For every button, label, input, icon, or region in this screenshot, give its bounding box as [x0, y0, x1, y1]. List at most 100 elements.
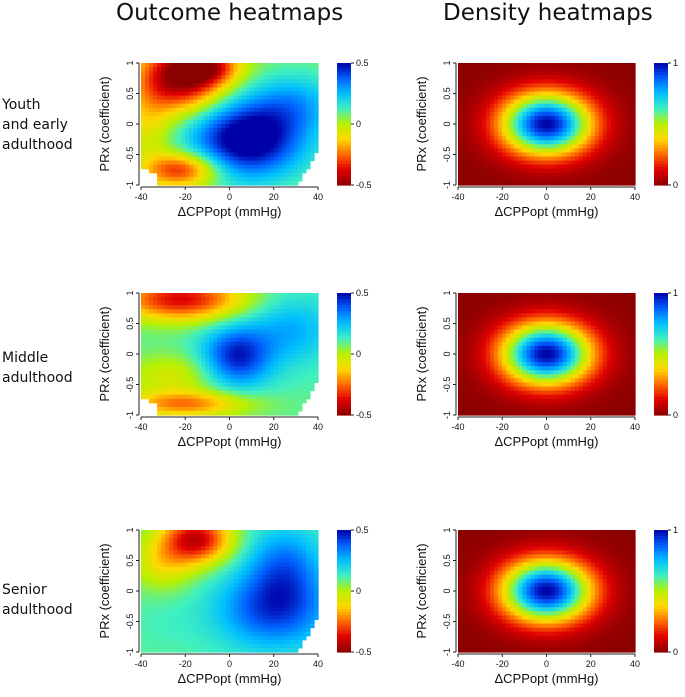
heatmap-cell — [518, 112, 523, 117]
heatmap-cell — [314, 116, 319, 121]
heatmap-cell — [165, 165, 170, 170]
heatmap-cell — [185, 374, 190, 379]
heatmap-cell — [282, 326, 287, 331]
heatmap-cell — [149, 140, 154, 145]
heatmap-cell — [242, 395, 247, 400]
heatmap-cell — [250, 128, 255, 133]
heatmap-cell — [238, 378, 243, 383]
heatmap-cell — [238, 411, 243, 416]
heatmap-cell — [298, 595, 303, 600]
heatmap-cell — [486, 169, 491, 174]
heatmap-cell — [205, 628, 210, 633]
heatmap-cell — [542, 116, 547, 121]
heatmap-cell — [189, 75, 194, 80]
heatmap-cell — [157, 350, 162, 355]
heatmap-cell — [310, 326, 315, 331]
heatmap-cell — [230, 603, 235, 608]
heatmap-cell — [498, 165, 503, 170]
heatmap-cell — [266, 607, 271, 612]
heatmap-cell — [258, 181, 263, 186]
heatmap-cell — [246, 358, 251, 363]
heatmap-cell — [298, 67, 303, 72]
heatmap-cell — [213, 575, 218, 580]
heatmap-cell — [522, 67, 527, 72]
heatmap-cell — [262, 628, 267, 633]
heatmap-cell — [559, 116, 564, 121]
heatmap-cell — [555, 128, 560, 133]
heatmap-cell — [201, 301, 206, 306]
heatmap-cell — [165, 83, 170, 88]
heatmap-cell — [262, 636, 267, 641]
heatmap-cell — [157, 321, 162, 326]
heatmap-cell — [165, 554, 170, 559]
heatmap-cell — [238, 636, 243, 641]
heatmap-cell — [278, 116, 283, 121]
heatmap-cell — [165, 104, 170, 109]
heatmap-cell — [165, 607, 170, 612]
heatmap-cell — [153, 644, 158, 649]
heatmap-cell — [278, 354, 283, 359]
heatmap-cell — [213, 599, 218, 604]
heatmap-cell — [522, 152, 527, 157]
heatmap-cell — [157, 607, 162, 612]
heatmap-cell — [238, 587, 243, 592]
heatmap-cell — [193, 366, 198, 371]
heatmap-cell — [254, 411, 259, 416]
heatmap-cell — [181, 112, 186, 117]
heatmap-cell — [145, 603, 150, 608]
heatmap-cell — [314, 342, 319, 347]
heatmap-cell — [286, 575, 291, 580]
heatmap-cell — [506, 96, 511, 101]
heatmap-cell — [213, 378, 218, 383]
heatmap-cell — [213, 157, 218, 162]
heatmap-cell — [213, 624, 218, 629]
heatmap-cell — [294, 124, 299, 129]
heatmap-cell — [209, 587, 214, 592]
heatmap-cell — [510, 100, 515, 105]
heatmap-cell — [298, 563, 303, 568]
heatmap-cell — [506, 132, 511, 137]
heatmap-cell — [246, 350, 251, 355]
heatmap-cell — [486, 100, 491, 105]
heatmap-cell — [462, 124, 467, 129]
heatmap-cell — [254, 108, 259, 113]
heatmap-cell — [571, 100, 576, 105]
heatmap-cell — [185, 358, 190, 363]
heatmap-cell — [470, 112, 475, 117]
heatmap-cell — [314, 148, 319, 153]
heatmap-cell — [205, 104, 210, 109]
heatmap-cell — [555, 173, 560, 178]
heatmap-cell — [238, 313, 243, 318]
heatmap-cell — [270, 63, 275, 68]
heatmap-cell — [278, 297, 283, 302]
heatmap-cell — [238, 579, 243, 584]
heatmap-cell — [145, 71, 150, 76]
heatmap-cell — [246, 104, 251, 109]
heatmap-cell — [290, 148, 295, 153]
heatmap-cell — [193, 87, 198, 92]
heatmap-cell — [141, 354, 146, 359]
heatmap-cell — [286, 579, 291, 584]
heatmap-cell — [530, 116, 535, 121]
heatmap-cell — [209, 640, 214, 645]
heatmap-cell — [258, 378, 263, 383]
heatmap-cell — [298, 615, 303, 620]
heatmap-cell — [181, 67, 186, 72]
heatmap-cell — [262, 124, 267, 129]
heatmap-cell — [149, 587, 154, 592]
heatmap-cell — [145, 108, 150, 113]
heatmap-cell — [266, 144, 271, 149]
heatmap-cell — [551, 165, 556, 170]
heatmap-cell — [563, 148, 568, 153]
heatmap-cell — [258, 640, 263, 645]
x-axis-label: ΔCPPopt (mmHg) — [177, 671, 281, 686]
heatmap-cell — [193, 563, 198, 568]
heatmap-cell — [153, 338, 158, 343]
heatmap-cell — [262, 640, 267, 645]
heatmap-cell — [242, 132, 247, 137]
heatmap-cell — [217, 636, 222, 641]
heatmap-cell — [486, 87, 491, 92]
heatmap-cell — [145, 112, 150, 117]
heatmap-cell — [141, 579, 146, 584]
heatmap-cell — [217, 124, 222, 129]
